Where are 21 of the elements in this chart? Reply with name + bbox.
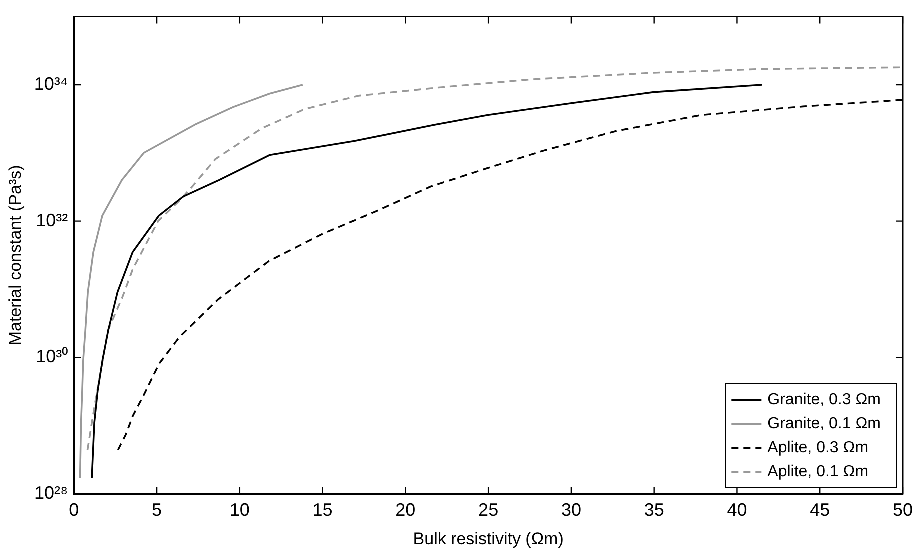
x-tick-label: 45 bbox=[810, 500, 830, 520]
x-tick-label: 0 bbox=[69, 500, 80, 520]
y-axis-title: Material constant (Pa³s) bbox=[6, 165, 25, 346]
y-tick-label: 10³⁰ bbox=[36, 346, 68, 367]
x-tick-label: 20 bbox=[396, 500, 416, 520]
legend-label: Aplite, 0.3 Ωm bbox=[768, 439, 869, 456]
x-tick-label: 10 bbox=[230, 500, 250, 520]
y-tick-label: 10³² bbox=[36, 210, 68, 230]
x-tick-label: 15 bbox=[312, 500, 333, 520]
x-tick-label: 25 bbox=[478, 500, 499, 520]
x-axis-title: Bulk resistivity (Ωm) bbox=[413, 529, 564, 548]
x-tick-label: 40 bbox=[727, 500, 748, 520]
x-tick-label: 30 bbox=[561, 500, 582, 520]
x-tick-label: 35 bbox=[644, 500, 664, 520]
legend-label: Granite, 0.1 Ωm bbox=[768, 415, 881, 432]
x-tick-label: 5 bbox=[152, 500, 162, 520]
y-tick-label: 10³⁴ bbox=[34, 74, 68, 94]
y-tick-label: 10²⁸ bbox=[34, 482, 68, 503]
x-tick-label: 50 bbox=[892, 500, 914, 520]
legend-label: Aplite, 0.1 Ωm bbox=[768, 463, 869, 480]
legend-label: Granite, 0.3 Ωm bbox=[768, 391, 881, 408]
